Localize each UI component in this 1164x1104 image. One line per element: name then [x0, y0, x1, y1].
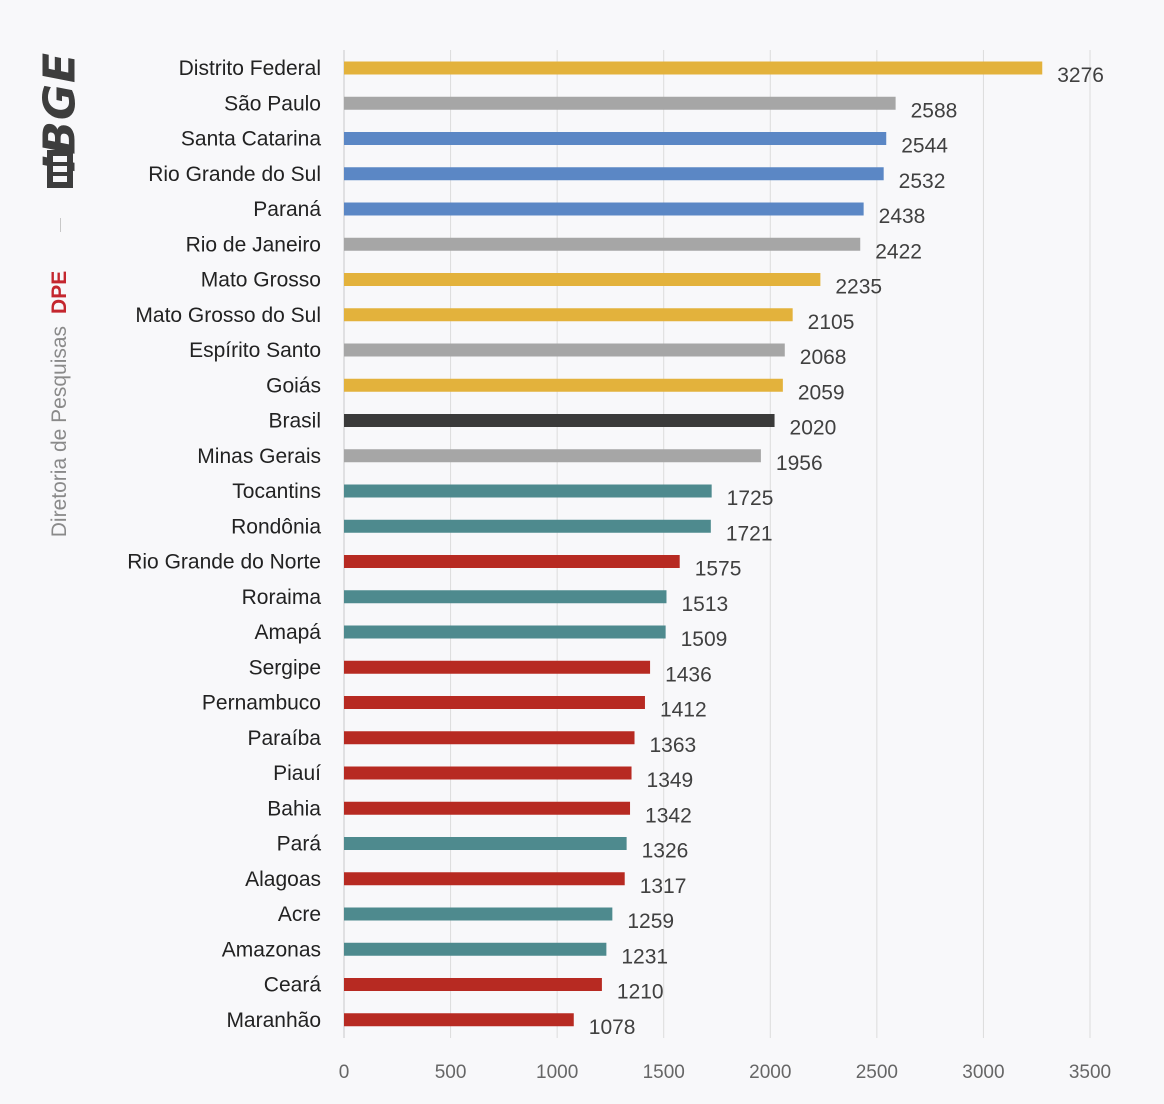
data-label: 1317 — [640, 875, 687, 898]
category-label: Acre — [278, 903, 321, 926]
data-label: 1342 — [645, 804, 692, 827]
category-label: Ceará — [264, 974, 322, 997]
bar — [344, 237, 861, 251]
category-label: Pará — [277, 833, 322, 856]
data-label: 2438 — [879, 205, 926, 228]
bar — [344, 343, 785, 357]
bar — [344, 555, 680, 568]
bar — [344, 731, 635, 745]
category-label: Paraíba — [247, 727, 321, 750]
category-label: Bahia — [267, 797, 321, 820]
bar — [344, 61, 1043, 75]
x-tick-label: 2000 — [749, 1062, 791, 1083]
category-label: São Paulo — [224, 92, 321, 115]
data-label: 2588 — [911, 99, 958, 122]
bar — [344, 660, 651, 674]
bar — [344, 308, 793, 322]
bar — [344, 519, 711, 533]
x-tick-label: 3000 — [962, 1062, 1004, 1083]
bar — [344, 378, 783, 392]
bar — [344, 96, 896, 110]
bar — [344, 484, 712, 498]
category-label: Mato Grosso — [201, 269, 321, 292]
bar — [344, 978, 602, 991]
bar — [344, 132, 887, 145]
category-label: Alagoas — [245, 868, 321, 891]
bar — [344, 872, 625, 886]
data-label: 1326 — [642, 840, 689, 863]
data-label: 1259 — [627, 910, 674, 933]
data-label: 2235 — [835, 276, 882, 299]
category-label: Minas Gerais — [197, 445, 321, 468]
category-label: Piauí — [273, 762, 321, 785]
bar — [344, 167, 884, 181]
category-label: Rio Grande do Sul — [148, 163, 321, 186]
data-label: 2059 — [798, 381, 845, 404]
category-label: Rondônia — [231, 515, 321, 538]
x-tick-label: 1500 — [643, 1062, 685, 1083]
bar — [344, 907, 613, 921]
bar — [344, 414, 775, 427]
x-tick-label: 0 — [339, 1062, 350, 1083]
category-label: Amapá — [254, 621, 321, 644]
bar — [344, 1013, 574, 1027]
data-label: 1513 — [681, 593, 728, 616]
data-label: 1349 — [647, 769, 694, 792]
data-label: 3276 — [1057, 64, 1104, 87]
bar — [344, 696, 645, 709]
data-label: 1210 — [617, 981, 664, 1004]
category-label: Maranhão — [226, 1009, 321, 1032]
ibge-logo-icon — [47, 150, 73, 188]
bar — [344, 766, 632, 780]
data-label: 1231 — [621, 945, 668, 968]
bar — [344, 942, 607, 956]
category-label: Mato Grosso do Sul — [135, 304, 321, 327]
data-label: 1078 — [589, 1016, 636, 1039]
data-label: 2068 — [800, 346, 847, 369]
bar — [344, 202, 864, 216]
data-label: 2532 — [899, 170, 946, 193]
category-label: Amazonas — [222, 938, 321, 961]
x-tick-label: 1000 — [536, 1062, 578, 1083]
data-label: 2544 — [901, 135, 948, 158]
category-label: Rio de Janeiro — [186, 233, 321, 256]
category-label: Pernambuco — [202, 692, 321, 715]
category-label: Distrito Federal — [179, 57, 321, 80]
category-label: Rio Grande do Norte — [127, 551, 321, 574]
brand-panel: IBGE Diretoria de PesquisasDPE — [0, 0, 110, 1104]
data-label: 2020 — [790, 417, 837, 440]
brand-divider — [60, 218, 61, 232]
category-label: Sergipe — [249, 656, 321, 679]
data-label: 1575 — [695, 558, 742, 581]
category-label: Tocantins — [232, 480, 321, 503]
data-label: 1363 — [650, 734, 697, 757]
bar — [344, 801, 631, 815]
x-tick-label: 2500 — [856, 1062, 898, 1083]
category-label: Goiás — [266, 374, 321, 397]
data-label: 1436 — [665, 663, 712, 686]
data-label: 1725 — [727, 487, 774, 510]
data-label: 1956 — [776, 452, 823, 475]
category-label: Brasil — [268, 410, 321, 433]
bar — [344, 837, 627, 850]
category-label: Roraima — [242, 586, 322, 609]
category-label: Santa Catarina — [181, 128, 321, 151]
data-label: 2105 — [808, 311, 855, 334]
x-tick-label: 3500 — [1069, 1062, 1111, 1083]
bar — [344, 590, 667, 604]
bar — [344, 449, 761, 463]
category-label: Espírito Santo — [189, 339, 321, 362]
bar — [344, 273, 821, 286]
data-label: 2422 — [875, 240, 922, 263]
data-label: 1412 — [660, 699, 707, 722]
bar — [344, 625, 666, 639]
x-tick-label: 500 — [435, 1062, 467, 1083]
data-label: 1721 — [726, 522, 773, 545]
data-label: 1509 — [681, 628, 728, 651]
category-label: Paraná — [253, 198, 321, 221]
